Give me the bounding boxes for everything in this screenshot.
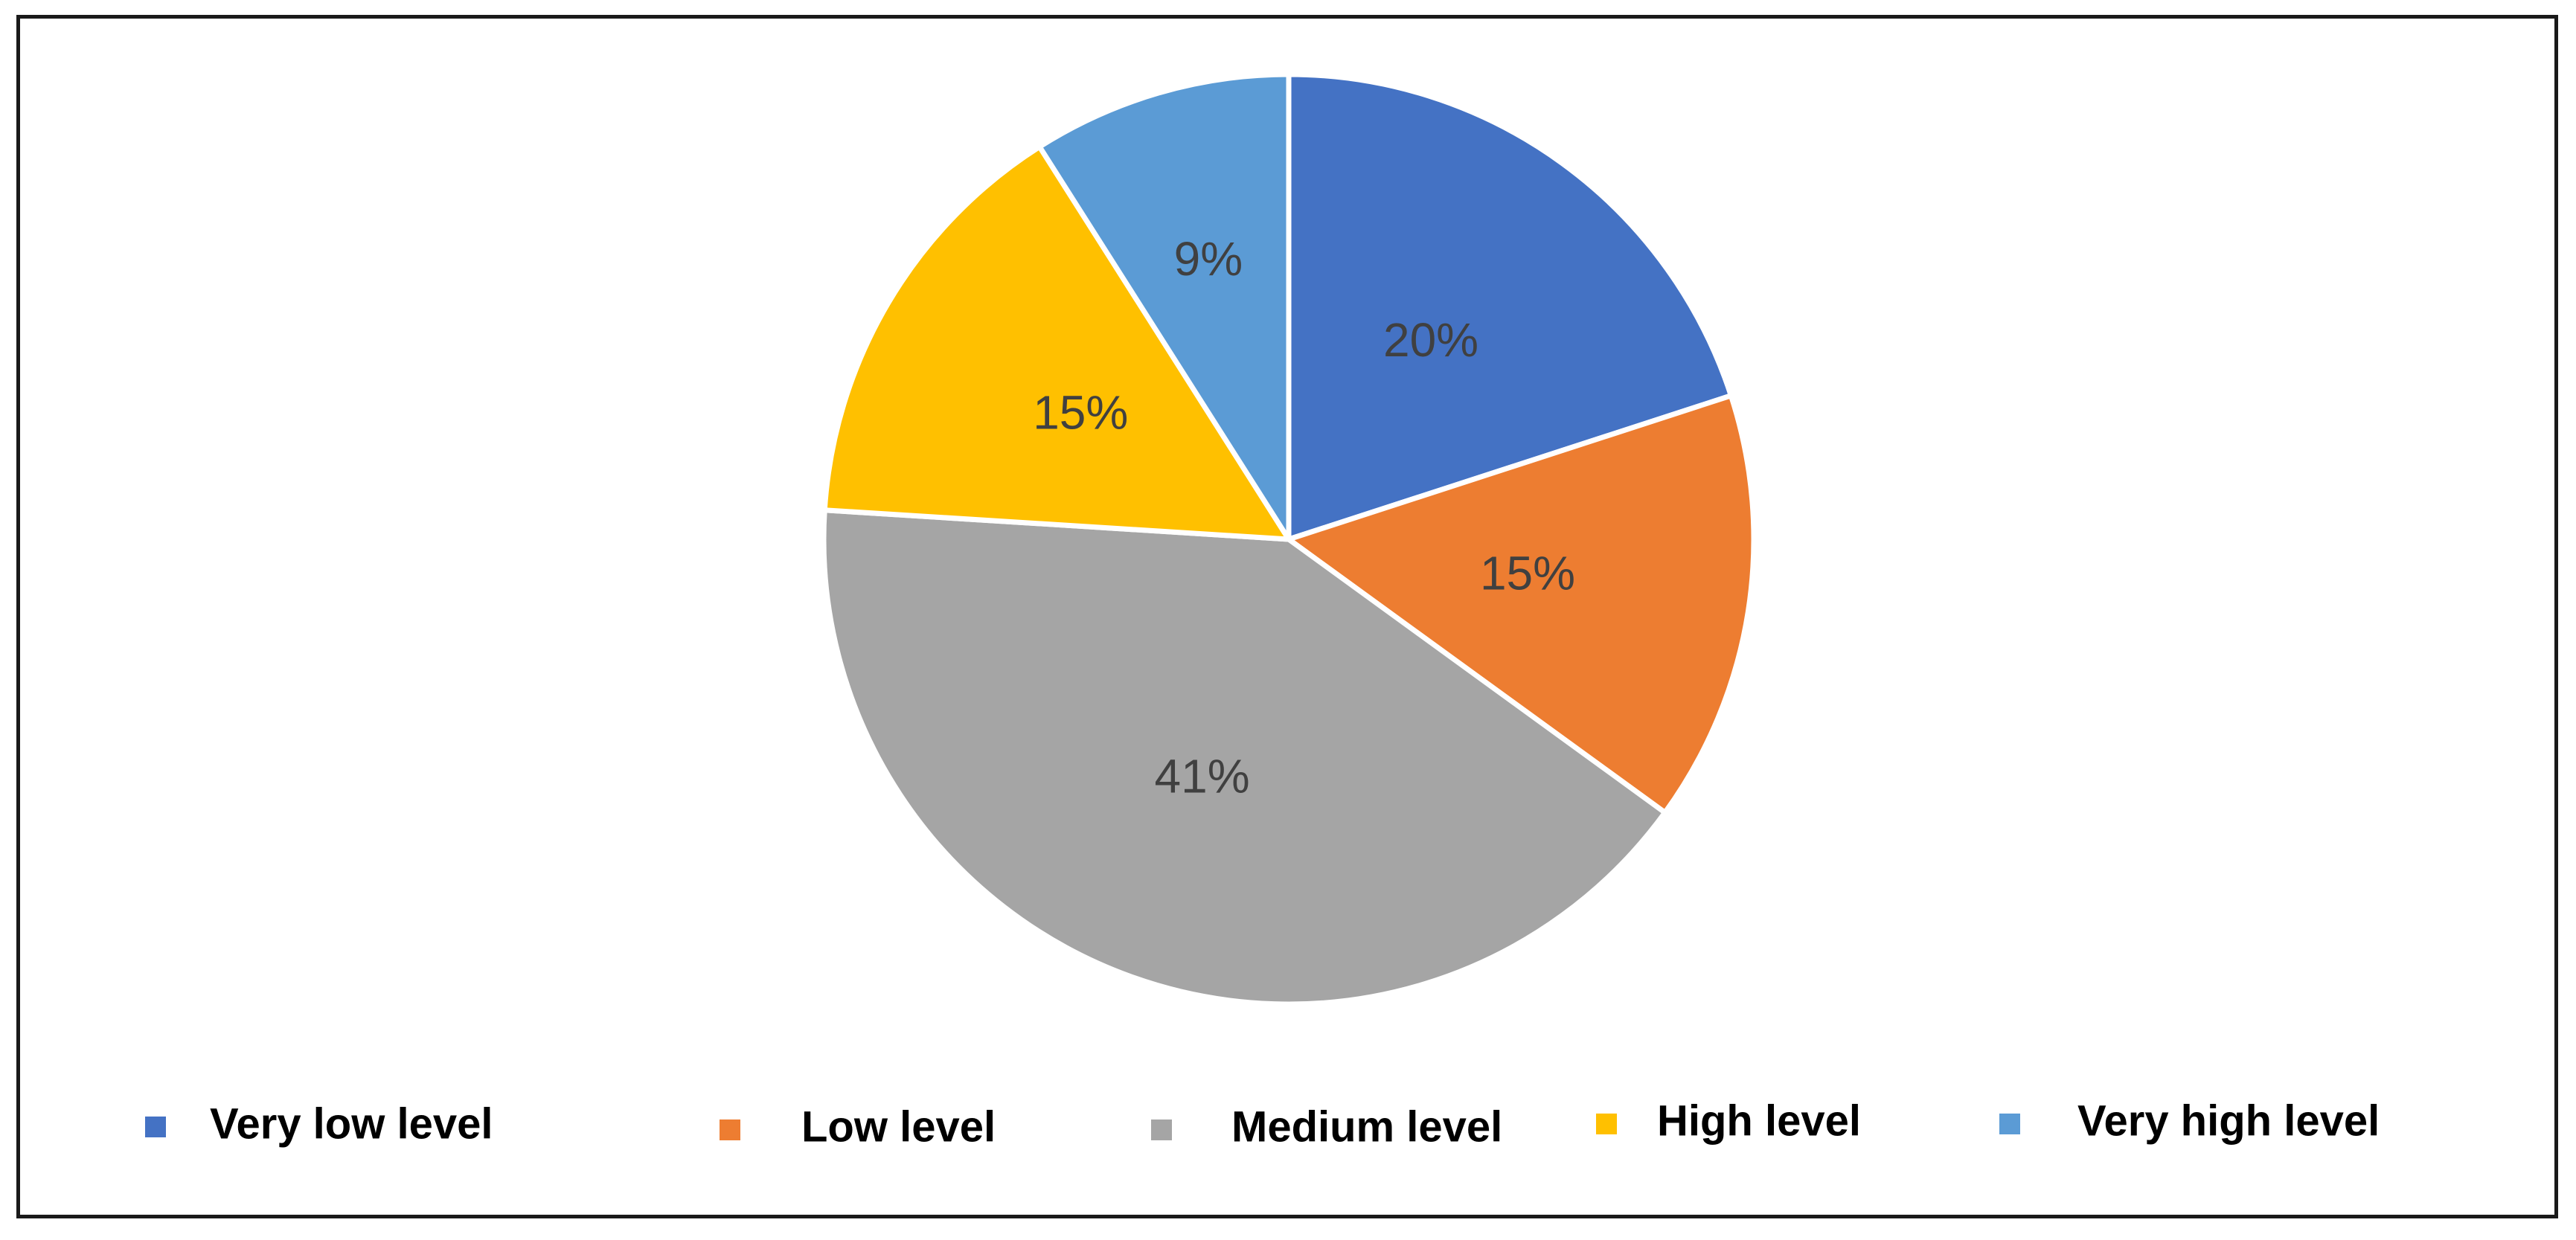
- data-label-low-level: 15%: [1480, 547, 1575, 600]
- legend-label: Low level: [801, 1102, 996, 1151]
- legend-item-medium-level: Medium level: [1151, 1102, 1502, 1151]
- legend-swatch: [1151, 1119, 1172, 1140]
- legend-item-very-high-level: Very high level: [1999, 1096, 2380, 1145]
- pie-slice-low-level: [1286, 393, 1757, 815]
- legend-item-high-level: High level: [1596, 1096, 1861, 1145]
- pie-slices: [821, 71, 1757, 1007]
- legend-item-very-low-level: Very low level: [145, 1099, 493, 1148]
- legend-label: Very high level: [2077, 1096, 2380, 1145]
- pie-data-labels: 20% 15% 41% 15% 9%: [1033, 232, 1575, 803]
- legend-swatch: [720, 1119, 740, 1140]
- data-label-medium-level: 41%: [1155, 749, 1250, 803]
- pie-slice-medium-level: [821, 507, 1668, 1007]
- legend-swatch: [1596, 1114, 1617, 1134]
- data-label-very-high-level: 9%: [1174, 232, 1243, 286]
- pie-chart: 20% 15% 41% 15% 9% Very low level Low level Me…: [145, 71, 2380, 1151]
- pie-slice-high-level: [821, 144, 1292, 542]
- legend-label: Very low level: [210, 1099, 493, 1148]
- legend-label: Medium level: [1231, 1102, 1502, 1151]
- pie-slice-very-low-level: [1286, 71, 1734, 542]
- legend-label: High level: [1657, 1096, 1861, 1145]
- data-label-very-low-level: 20%: [1383, 313, 1478, 367]
- legend-swatch: [1999, 1114, 2020, 1134]
- pie-slice-very-high-level: [1037, 71, 1292, 542]
- legend-swatch: [145, 1117, 166, 1137]
- legend: Very low level Low level Medium level High …: [145, 1096, 2380, 1151]
- legend-item-low-level: Low level: [720, 1102, 996, 1151]
- data-label-high-level: 15%: [1033, 385, 1128, 439]
- chart-frame: 20% 15% 41% 15% 9% Very low level Low level Me…: [16, 15, 2558, 1218]
